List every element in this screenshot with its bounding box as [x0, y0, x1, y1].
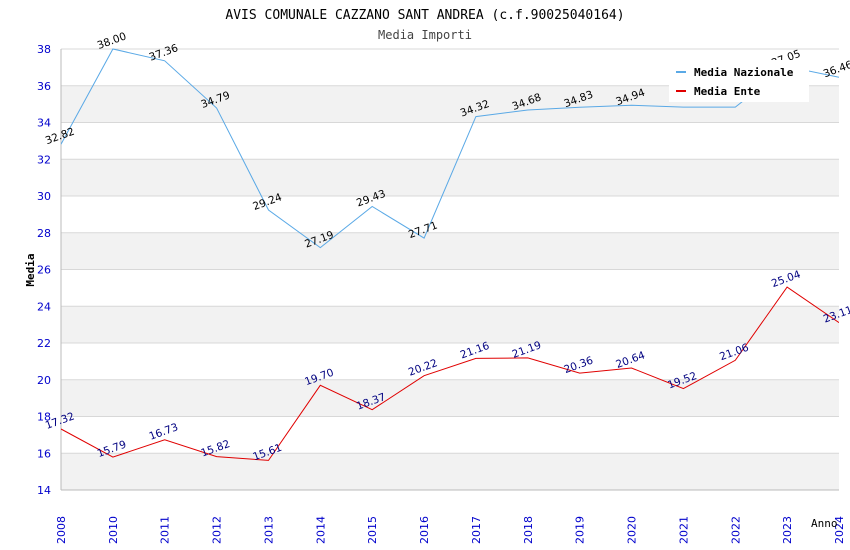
x-tick-label: 2017: [470, 516, 483, 544]
y-tick-label: 28: [37, 227, 51, 240]
x-tick-label: 2008: [55, 516, 68, 544]
x-tick-label: 2015: [366, 516, 379, 544]
y-tick-label: 24: [37, 300, 51, 313]
y-tick-label: 30: [37, 190, 51, 203]
grid-band: [61, 343, 839, 380]
x-tick-label: 2012: [211, 516, 224, 544]
chart-subtitle: Media Importi: [378, 28, 472, 42]
background-bands: [61, 49, 839, 490]
grid-band: [61, 453, 839, 490]
x-tick-label: 2014: [314, 516, 327, 544]
y-tick-label: 22: [37, 337, 51, 350]
x-tick-label: 2022: [729, 516, 742, 544]
x-tick-label: 2010: [107, 516, 120, 544]
x-tick-label: 2013: [262, 516, 275, 544]
x-tick-label: 2011: [159, 516, 172, 544]
series-lines: [61, 48, 839, 461]
chart-title: AVIS COMUNALE CAZZANO SANT ANDREA (c.f.9…: [225, 8, 624, 23]
legend-label: Media Nazionale: [694, 66, 794, 79]
y-tick-label: 26: [37, 264, 51, 277]
grid-band: [61, 379, 839, 417]
y-tick-label: 18: [37, 411, 51, 424]
y-tick-label: 20: [37, 374, 51, 387]
gridlines: [60, 48, 839, 491]
legend-box: [669, 60, 809, 102]
y-axis-ticks: 14 16 18 20 22 24 26 28 30 32 34 36 38: [37, 43, 51, 497]
x-tick-label: 2016: [418, 516, 431, 544]
series-line-media-nazionale: [61, 48, 839, 249]
grid-band: [61, 416, 839, 454]
grid-band: [61, 196, 839, 233]
y-tick-label: 16: [37, 447, 51, 460]
legend: Media Nazionale Media Ente: [669, 60, 809, 102]
grid-band: [61, 232, 839, 270]
x-axis-label: Anno: [811, 517, 838, 530]
y-axis-label: Media: [24, 253, 37, 286]
y-tick-label: 36: [37, 80, 51, 93]
x-tick-label: 2018: [522, 516, 535, 544]
y-tick-label: 38: [37, 43, 51, 56]
x-axis-ticks: 2008 2010 2011 2012 2013 2014 2015 2016 2017 2018…: [55, 516, 846, 544]
x-tick-label: 2024: [833, 516, 846, 544]
legend-label: Media Ente: [694, 85, 761, 98]
y-tick-label: 34: [37, 117, 51, 130]
x-tick-label: 2023: [781, 516, 794, 544]
y-tick-label: 32: [37, 153, 51, 166]
grid-band: [61, 306, 839, 343]
series-line-media-ente: [61, 286, 839, 461]
x-tick-label: 2021: [677, 516, 690, 544]
x-tick-label: 2020: [626, 516, 639, 544]
x-tick-label: 2019: [574, 516, 587, 544]
grid-band: [61, 122, 839, 160]
y-tick-label: 14: [37, 484, 51, 497]
grid-band: [61, 269, 839, 307]
